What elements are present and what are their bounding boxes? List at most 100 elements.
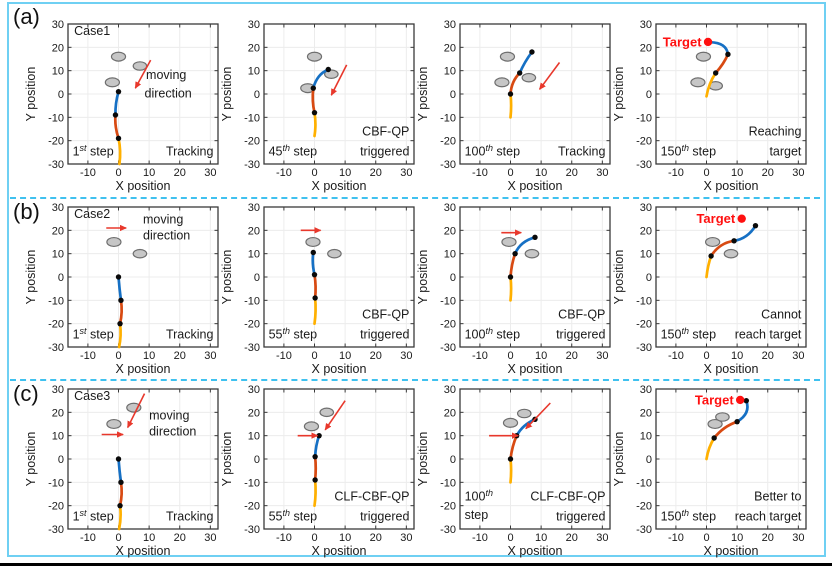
arm-segment-red [313, 273, 317, 300]
status-text: Tracking [166, 327, 214, 341]
arm-joint-dot [310, 85, 316, 91]
robot-arm [310, 66, 331, 138]
y-tick-label: 10 [248, 431, 260, 443]
obstacle-ellipse [501, 236, 517, 248]
x-axis-label: X position [704, 362, 759, 376]
step-label: 100th step [465, 326, 521, 342]
subplot-r0c3: -10 0 10 20 30 -30 -20 -10 0 10 20 30 X position Y po… [612, 19, 807, 193]
annotation-text: moving [143, 212, 183, 226]
x-tick-label: 10 [143, 532, 155, 544]
x-tick-label: -10 [668, 350, 684, 362]
arm-joint-dot [512, 250, 518, 257]
arm-joint-dot [115, 88, 122, 95]
target-label: Target [696, 211, 735, 226]
status-text: Better to [754, 490, 801, 504]
gridlines [656, 388, 806, 530]
y-tick-label: 0 [646, 89, 652, 101]
arm-joint-dot [325, 66, 331, 73]
x-tick-label: 20 [370, 167, 382, 179]
obstacle-ellipse [695, 51, 712, 62]
y-tick-label: -20 [636, 319, 652, 331]
case-label: Case2 [74, 207, 110, 221]
x-tick-label: 0 [703, 167, 709, 179]
subplot-r1c2: -10 0 10 20 30 -30 -20 -10 0 10 20 30 X position Y po… [416, 202, 611, 376]
x-tick-label: 0 [507, 350, 513, 362]
arm-joint-dot [708, 253, 714, 259]
obstacle-ellipse [690, 77, 706, 88]
target-label: Target [695, 392, 734, 407]
y-tick-label: -30 [244, 159, 260, 171]
obstacles [104, 51, 148, 88]
x-axis-label: X position [116, 544, 171, 558]
x-tick-label: 20 [566, 167, 578, 179]
arm-joint-dot [312, 295, 318, 301]
target-label: Target [663, 34, 702, 49]
y-axis-label: Y position [612, 67, 626, 122]
moving-direction-arrow [525, 402, 551, 430]
arm-segment-gold [509, 457, 513, 484]
x-tick-label: 30 [792, 532, 804, 544]
x-tick-label: -10 [276, 532, 292, 544]
y-tick-label: 20 [444, 42, 456, 54]
x-tick-label: 0 [311, 532, 317, 544]
arm-joint-dot [115, 274, 122, 280]
y-tick-label: -20 [48, 319, 64, 331]
annotation-text: moving [149, 408, 189, 422]
y-tick-label: -30 [440, 159, 456, 171]
axis-ticks [68, 206, 218, 348]
y-axis-label: Y position [612, 250, 626, 305]
obstacle-ellipse [132, 248, 148, 259]
status-text: reach target [735, 327, 802, 341]
arm-segment-gold [509, 92, 513, 119]
x-tick-label: 30 [204, 532, 216, 544]
obstacle-ellipse [110, 51, 127, 62]
x-tick-label: 0 [703, 350, 709, 362]
y-tick-label: 30 [248, 202, 260, 214]
arm-joint-dot [734, 418, 740, 425]
arm-joint-dot [118, 297, 124, 304]
axis-ticks [656, 23, 806, 165]
x-axis-label: X position [508, 179, 563, 193]
x-tick-label: -10 [276, 167, 292, 179]
x-tick-label: 30 [204, 167, 216, 179]
x-tick-label: 10 [731, 532, 743, 544]
subplot-r0c1: -10 0 10 20 30 -30 -20 -10 0 10 20 30 X position Y po… [220, 19, 415, 193]
arm-joint-dot [112, 112, 119, 118]
arm-joint-dot [712, 70, 719, 76]
gridlines [656, 206, 806, 348]
y-tick-label: -20 [48, 501, 64, 513]
case-label: Case3 [74, 389, 110, 403]
obstacle-ellipse [723, 248, 739, 259]
x-axis-label: X position [312, 362, 367, 376]
x-tick-label: 0 [311, 167, 317, 179]
y-tick-label: 0 [58, 89, 64, 101]
x-axis-label: X position [508, 544, 563, 558]
axis-ticks [460, 23, 610, 165]
obstacles [690, 51, 724, 91]
arm-segment-blue [708, 40, 730, 56]
x-tick-label: -10 [668, 167, 684, 179]
y-tick-label: -10 [440, 477, 456, 489]
axis-ticks [264, 23, 414, 165]
y-tick-label: 10 [248, 66, 260, 78]
x-tick-label: 10 [339, 350, 351, 362]
y-tick-label: 10 [52, 66, 64, 78]
annotation-text: direction [149, 425, 196, 439]
gridlines [68, 388, 218, 530]
bottom-rule [0, 563, 832, 566]
y-tick-label: -30 [48, 342, 64, 354]
y-tick-label: -10 [440, 295, 456, 307]
step-label: 55th step [269, 326, 318, 342]
y-tick-label: 20 [640, 42, 652, 54]
arm-segment-red [118, 298, 124, 326]
y-tick-label: -30 [244, 342, 260, 354]
x-tick-label: 0 [507, 167, 513, 179]
obstacles [502, 408, 532, 428]
moving-direction-arrow [330, 64, 348, 96]
y-axis-label: Y position [416, 67, 430, 122]
step-label: 100th [465, 488, 497, 504]
y-tick-label: 10 [640, 431, 652, 443]
status-text: CBF-QP [362, 125, 409, 139]
moving-direction-arrow [134, 59, 152, 89]
subplot-r1c1: -10 0 10 20 30 -30 -20 -10 0 10 20 30 X position Y po… [220, 202, 415, 376]
